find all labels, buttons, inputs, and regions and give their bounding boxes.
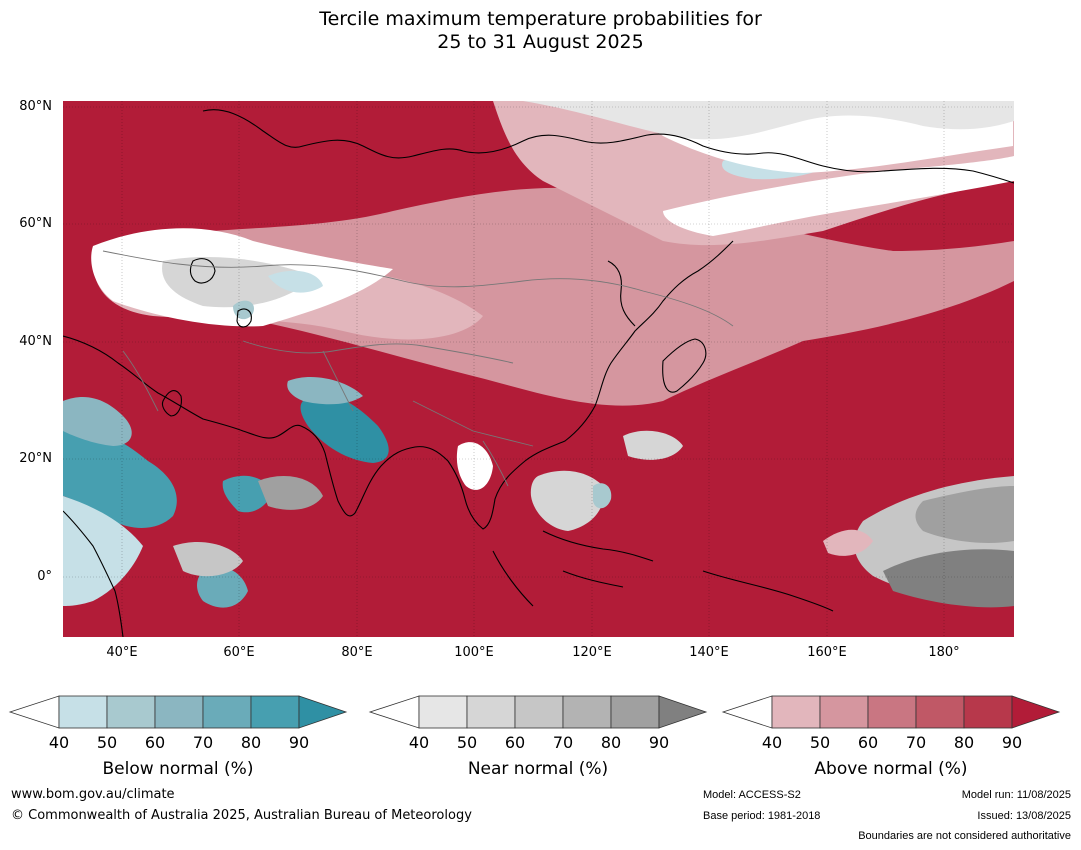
legend-near-swatch-4	[562, 695, 612, 729]
lon-label-80e: 80°E	[341, 645, 373, 660]
lon-label-160e: 160°E	[807, 645, 847, 660]
lon-label-60e: 60°E	[223, 645, 255, 660]
region-arabian-sea-near	[258, 476, 323, 510]
lat-label-60n: 60°N	[19, 216, 52, 231]
legend-above-swatch-4	[915, 695, 965, 729]
region-arabia-below-light	[63, 396, 132, 446]
legend-below-swatch-6	[298, 695, 348, 729]
region-south-china-sea-near	[530, 470, 604, 531]
region-kazakhstan-near-normal	[162, 256, 313, 308]
legend-near-colorbar	[368, 695, 708, 729]
lat-label-40n: 40°N	[19, 334, 52, 349]
legend-above-tick-60: 60	[857, 733, 879, 752]
footer-model: Model: ACCESS-S2	[703, 789, 801, 801]
region-philippines-below	[593, 483, 612, 509]
legend-below-title: Below normal (%)	[102, 759, 254, 779]
legend-below-tick-80: 80	[240, 733, 262, 752]
region-western-pacific-near	[623, 430, 683, 460]
footer-model-run: Model run: 11/08/2025	[961, 789, 1071, 801]
region-kazakhstan-below-normal	[233, 300, 254, 320]
lat-label-80n: 80°N	[19, 99, 52, 114]
lat-label-equator: 0°	[37, 569, 52, 584]
footer-disclaimer: Boundaries are not considered authoritat…	[858, 830, 1071, 842]
chart-title: Tercile maximum temperature probabilitie…	[0, 8, 1081, 54]
footer-issued: Issued: 13/08/2025	[977, 810, 1071, 822]
legend-above-tick-80: 80	[953, 733, 975, 752]
region-arabia-below-normal	[63, 428, 177, 528]
lon-label-40e: 40°E	[106, 645, 138, 660]
lon-label-180: 180°	[928, 645, 960, 660]
legend-above-tick-90: 90	[1001, 733, 1023, 752]
map-canvas	[63, 101, 1014, 637]
legend-below-swatch-0	[8, 695, 60, 729]
legend-below-tick-70: 70	[192, 733, 214, 752]
legend-near-swatch-3	[514, 695, 564, 729]
region-south-asia-below-normal	[300, 395, 389, 463]
region-siberia-white	[663, 156, 1014, 236]
legend-above-tick-50: 50	[809, 733, 831, 752]
legend-near-tick-60: 60	[504, 733, 526, 752]
legend-near-tick-90: 90	[648, 733, 670, 752]
region-east-pacific-near-mid	[915, 486, 1014, 543]
chart-title-line-1: Tercile maximum temperature probabilitie…	[319, 8, 762, 30]
legend-below-colorbar	[8, 695, 348, 729]
legend-near-title: Near normal (%)	[467, 759, 609, 779]
region-east-pacific-near-dark	[883, 549, 1014, 608]
legend-near-tick-80: 80	[600, 733, 622, 752]
legend-near-swatch-2	[466, 695, 516, 729]
legend-above-tick-40: 40	[761, 733, 783, 752]
region-africa-horn-mix	[63, 496, 143, 606]
graticule	[63, 101, 1014, 637]
region-indochina-white	[456, 442, 493, 490]
legend-near-swatch-1	[418, 695, 468, 729]
probability-map	[63, 101, 1014, 637]
legend-above-swatch-6	[1011, 695, 1061, 729]
lon-label-120e: 120°E	[572, 645, 612, 660]
legend-near-swatch-0	[368, 695, 420, 729]
region-east-pacific-pale	[823, 529, 873, 556]
region-south-asia-below-light	[287, 376, 363, 405]
footer-website-link[interactable]: www.bom.gov.au/climate	[11, 787, 175, 802]
region-arctic-coast-near	[523, 101, 1014, 140]
legend-below-swatch-3	[154, 695, 204, 729]
region-indian-ocean-below	[197, 567, 248, 608]
footer-copyright: © Commonwealth of Australia 2025, Austra…	[11, 808, 472, 823]
legend-below-tick-40: 40	[48, 733, 70, 752]
legend-near-swatch-6	[658, 695, 708, 729]
legend-below-swatch-2	[106, 695, 156, 729]
legend-above-swatch-3	[867, 695, 917, 729]
lon-label-140e: 140°E	[689, 645, 729, 660]
legend-above-swatch-2	[819, 695, 869, 729]
legend-above-title: Above normal (%)	[814, 759, 968, 779]
legend-below-tick-50: 50	[96, 733, 118, 752]
lon-label-100e: 100°E	[454, 645, 494, 660]
legend-above-tick-70: 70	[905, 733, 927, 752]
legend-near-tick-50: 50	[456, 733, 478, 752]
legend-below-tick-90: 90	[288, 733, 310, 752]
legend-near-swatch-5	[610, 695, 660, 729]
lat-label-20n: 20°N	[19, 451, 52, 466]
legend-above-colorbar	[721, 695, 1061, 729]
chart-title-line-2: 25 to 31 August 2025	[437, 31, 644, 53]
footer-base-period: Base period: 1981-2018	[703, 810, 821, 822]
legend-near-tick-40: 40	[408, 733, 430, 752]
region-northern-russia-pale	[103, 187, 1014, 406]
legend-above-swatch-1	[771, 695, 821, 729]
coastlines	[63, 109, 1014, 637]
region-indian-ocean-near	[173, 541, 243, 577]
legend-below-swatch-1	[58, 695, 108, 729]
legend-below-swatch-4	[202, 695, 252, 729]
legend-below-swatch-5	[250, 695, 300, 729]
legend-near-tick-70: 70	[552, 733, 574, 752]
legend-above-swatch-0	[721, 695, 773, 729]
country-boundaries	[102, 250, 734, 487]
legend-below-tick-60: 60	[144, 733, 166, 752]
legend-above-swatch-5	[963, 695, 1013, 729]
region-kazakhstan-below-light	[268, 270, 323, 293]
